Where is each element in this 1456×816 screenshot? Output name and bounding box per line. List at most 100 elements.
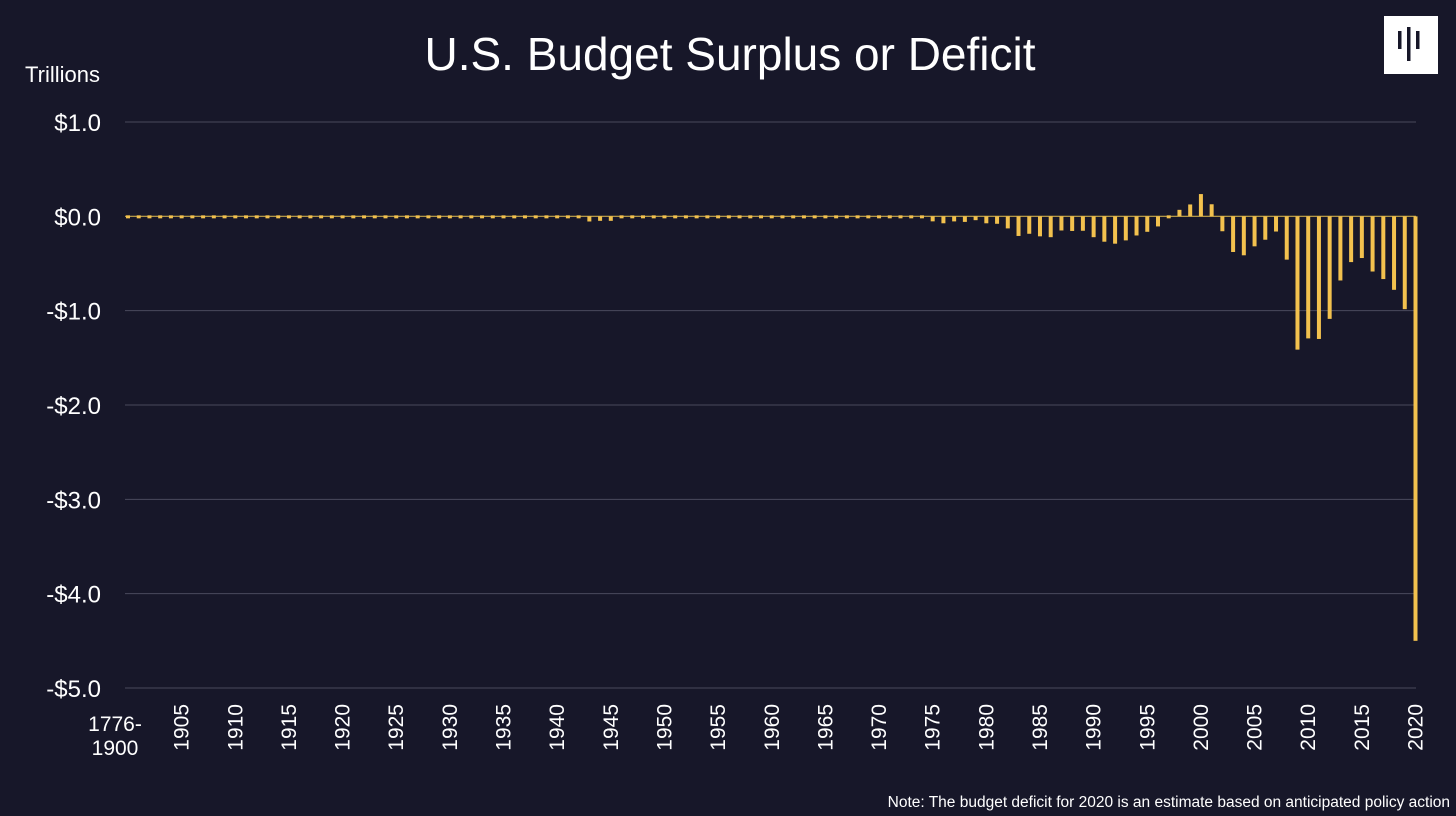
bar: [501, 215, 506, 219]
bar: [823, 215, 828, 219]
bar: [329, 215, 334, 219]
gridlines: [125, 121, 1416, 689]
bar: [705, 215, 710, 219]
y-axis-ticks: $1.0 $0.0 -$1.0 -$2.0 -$3.0 -$4.0 -$5.0: [46, 110, 101, 703]
bar: [973, 216, 978, 221]
bar: [780, 215, 785, 219]
x-tick-label: 1955: [707, 704, 730, 751]
x-tick-label: 1975: [922, 704, 945, 751]
bar: [1188, 204, 1193, 217]
bar: [995, 216, 1000, 224]
bar: [855, 215, 860, 219]
footnote: Note: The budget deficit for 2020 is an …: [888, 794, 1450, 811]
bar: [877, 215, 882, 219]
x-tick-label: 1940: [546, 704, 569, 751]
x-axis-ticks: 1776-1900 1905 1910 1915 1920 1925 1930 1935 194…: [88, 704, 1427, 760]
bar: [426, 215, 431, 219]
bar: [222, 215, 227, 219]
bar: [1359, 216, 1364, 259]
chart-title: U.S. Budget Surplus or Deficit: [424, 28, 1035, 80]
x-tick-label: 1990: [1083, 704, 1106, 751]
bar: [1402, 216, 1407, 310]
bar: [769, 215, 774, 219]
x-tick-label: 1950: [653, 704, 676, 751]
bar: [340, 215, 345, 219]
bar: [211, 215, 216, 219]
bar: [683, 215, 688, 219]
bar: [1381, 216, 1386, 280]
bar: [1370, 216, 1375, 272]
bar: [179, 215, 184, 219]
y-tick-label: -$3.0: [46, 487, 101, 514]
bar: [168, 215, 173, 219]
bars: [126, 194, 1418, 641]
bar: [1059, 216, 1064, 231]
bar: [759, 215, 764, 219]
bar: [887, 215, 892, 219]
bar: [1209, 204, 1214, 217]
bar: [233, 215, 238, 219]
bar: [437, 215, 442, 219]
bar: [909, 215, 914, 219]
y-tick-label: -$4.0: [46, 582, 101, 609]
bar: [791, 215, 796, 219]
bar: [286, 215, 291, 219]
x-tick-label: 1945: [600, 704, 623, 751]
y-tick-label: -$2.0: [46, 393, 101, 420]
bar: [1220, 216, 1225, 232]
x-tick-label: 1935: [493, 704, 516, 751]
bar: [952, 216, 957, 222]
bar: [265, 215, 270, 219]
y-tick-label: $0.0: [54, 204, 101, 231]
bar: [372, 215, 377, 219]
x-tick-label: 2020: [1405, 704, 1428, 751]
bar: [919, 215, 924, 219]
bar: [1027, 216, 1032, 234]
bar: [404, 215, 409, 219]
bar: [351, 215, 356, 219]
bar: [1091, 216, 1096, 238]
bar: [126, 215, 130, 219]
bar: [630, 215, 635, 219]
bar: [1413, 216, 1418, 641]
bar: [244, 215, 249, 219]
bar: [469, 215, 474, 219]
x-tick-label: 2005: [1244, 704, 1267, 751]
x-tick-label: 1925: [385, 704, 408, 751]
y-tick-label: $1.0: [54, 110, 101, 137]
bar: [641, 215, 645, 219]
bar: [1037, 216, 1042, 237]
bar: [844, 215, 849, 219]
bar: [490, 215, 495, 219]
bar: [383, 215, 388, 219]
bar: [1306, 216, 1311, 339]
bar: [1349, 216, 1354, 263]
bar: [866, 215, 871, 219]
bar: [1231, 216, 1236, 252]
bar: [555, 215, 560, 219]
bar: [319, 215, 324, 219]
bar: [673, 215, 678, 219]
bar: [297, 215, 302, 219]
x-tick-label: 1776-1900: [88, 713, 142, 760]
bar: [447, 215, 452, 219]
bar: [1145, 216, 1150, 232]
bar: [1263, 216, 1268, 240]
bar: [748, 215, 753, 219]
bar: [1177, 209, 1182, 217]
x-tick-label: 1920: [332, 704, 355, 751]
bar: [147, 215, 152, 219]
bar: [587, 216, 592, 222]
bar: [662, 215, 667, 219]
bar: [1274, 216, 1279, 232]
bar: [1166, 215, 1171, 219]
bar: [576, 215, 581, 219]
x-tick-label: 1930: [439, 704, 462, 751]
bar: [1338, 216, 1343, 281]
bar: [1102, 216, 1107, 242]
bar: [190, 215, 195, 219]
x-tick-label: 1905: [171, 704, 194, 751]
bar: [694, 215, 699, 219]
bar: [512, 215, 517, 219]
